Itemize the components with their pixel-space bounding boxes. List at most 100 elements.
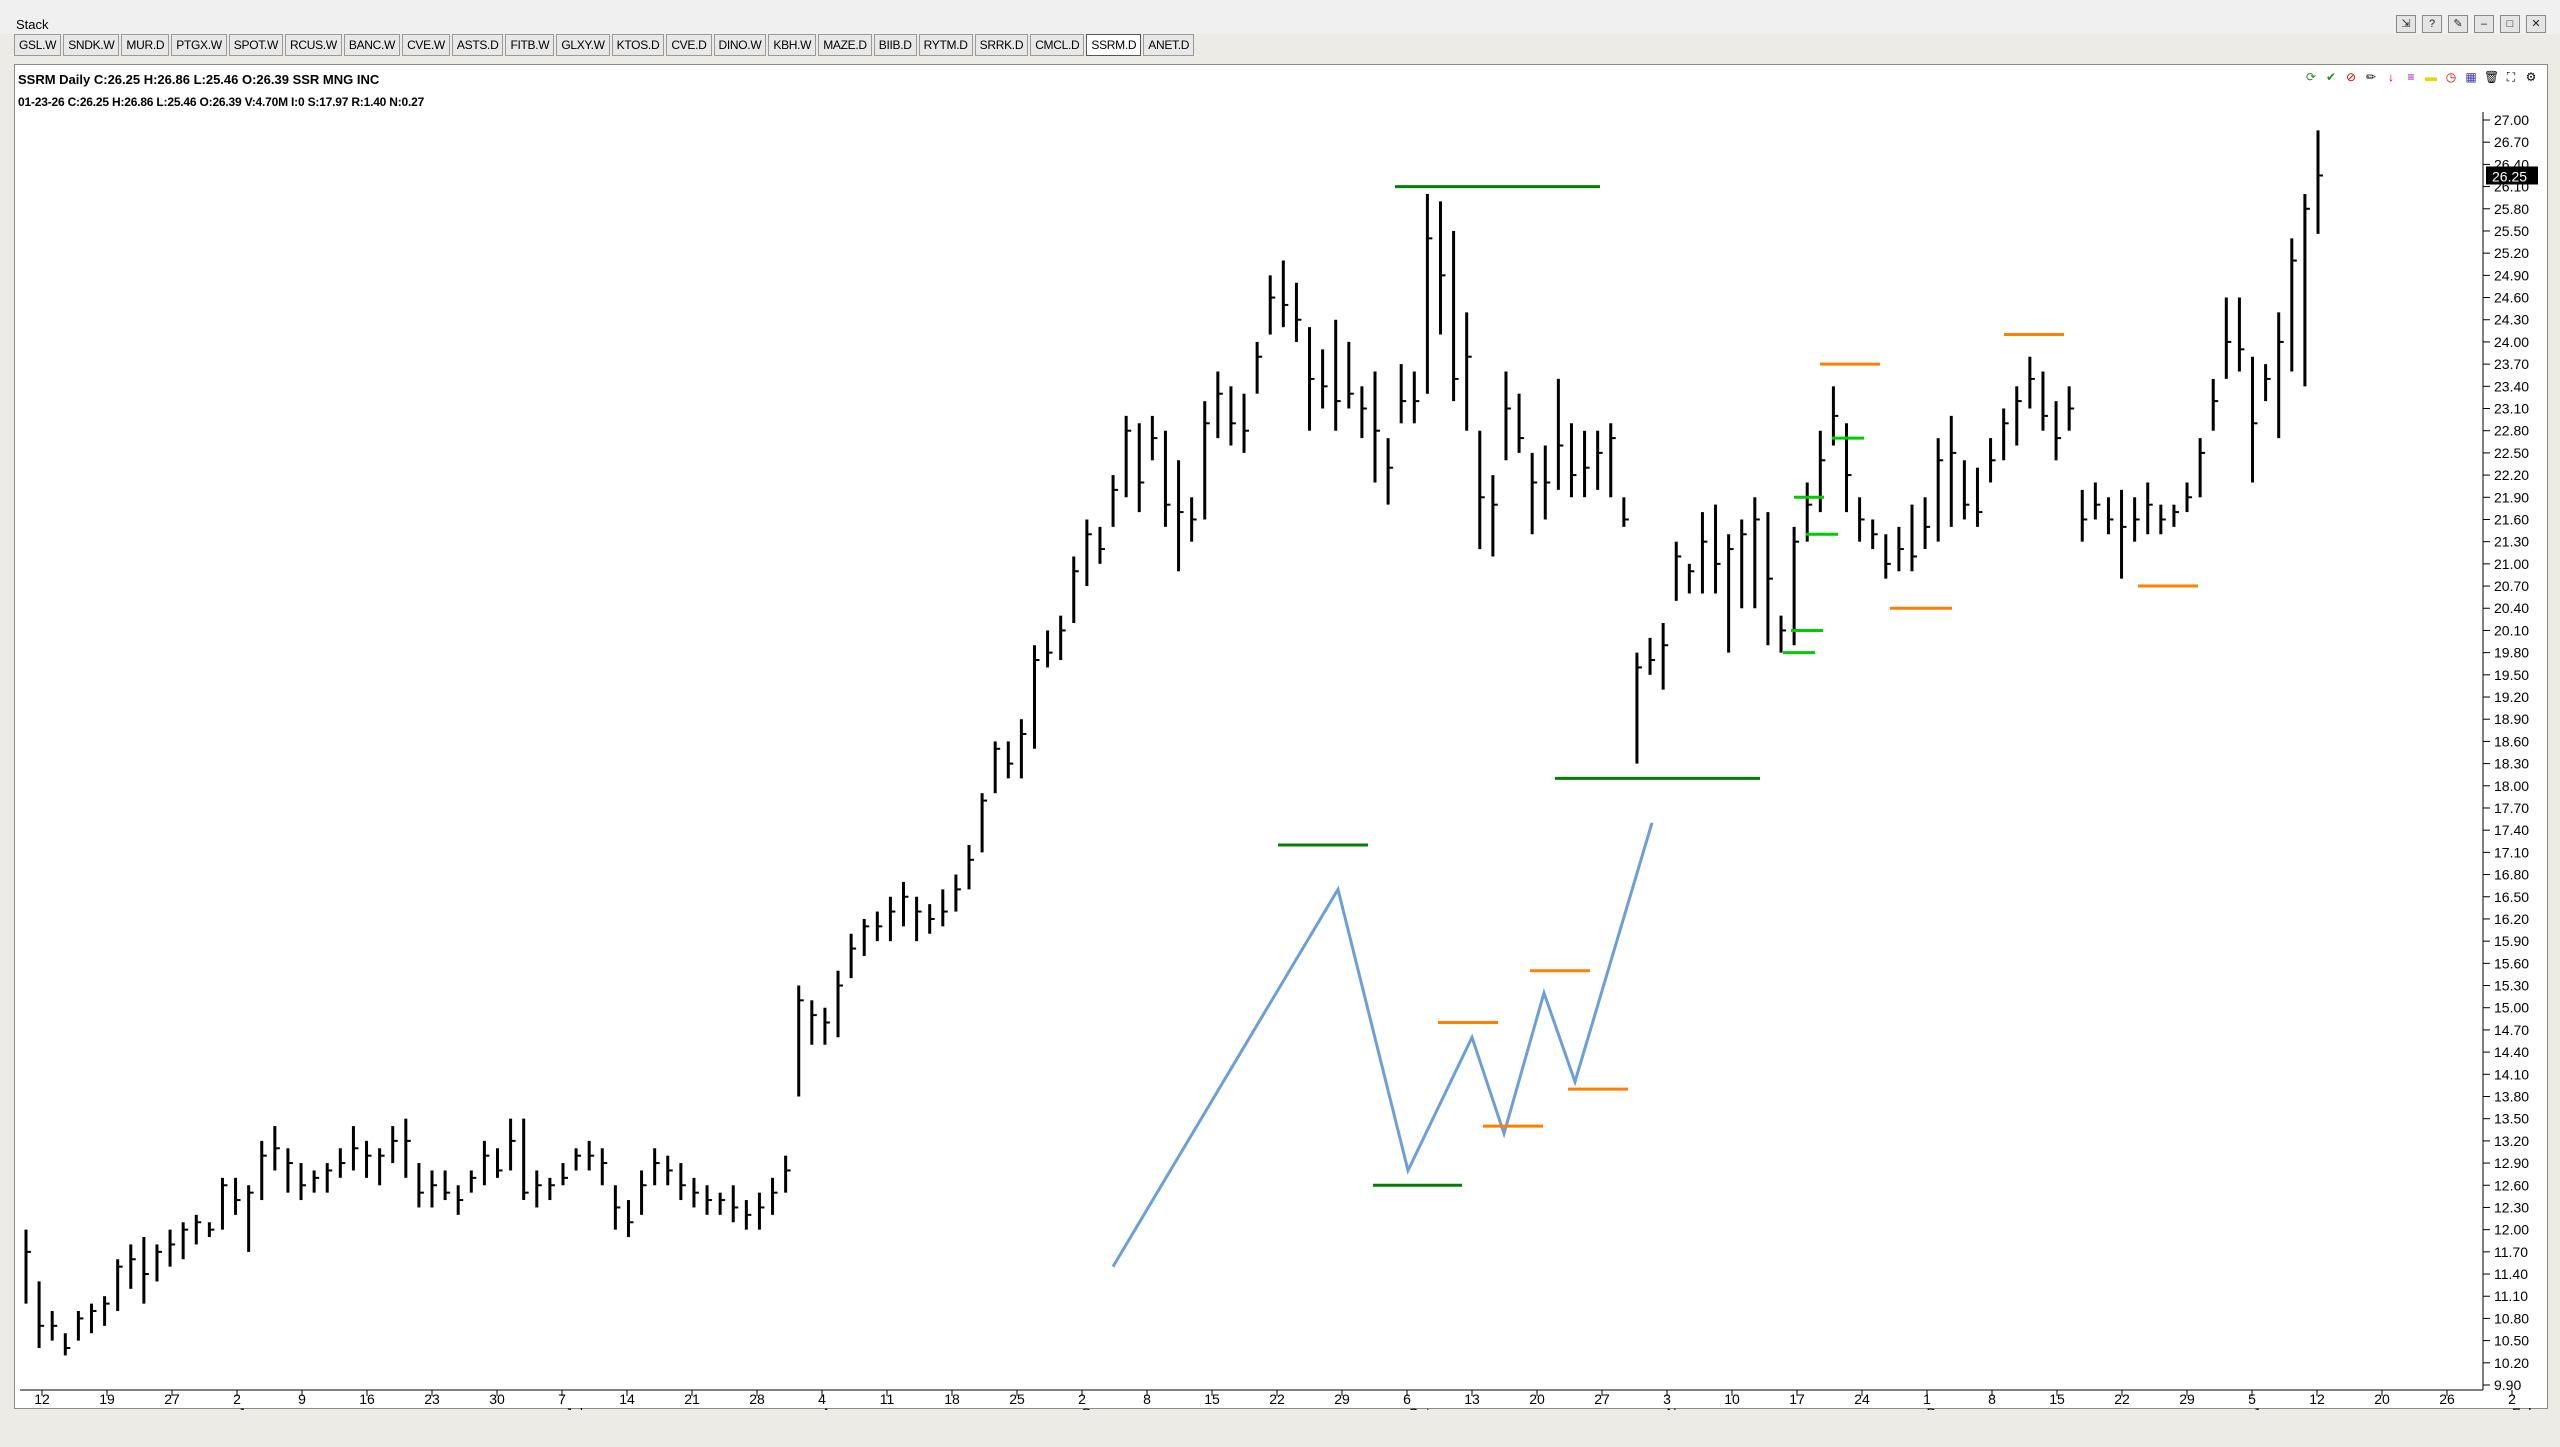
y-tick-label: 13.50 xyxy=(2494,1111,2529,1127)
tab-anet-d[interactable]: ANET.D xyxy=(1143,34,1195,56)
y-tick-label: 15.00 xyxy=(2494,1000,2529,1016)
x-tick-label: 29 xyxy=(1334,1391,1350,1407)
y-tick-label: 18.30 xyxy=(2494,756,2529,772)
x-month-label: Sep xyxy=(1082,1405,1107,1410)
y-tick-label: 12.90 xyxy=(2494,1155,2529,1171)
status-bar xyxy=(0,1410,2560,1447)
tab-rytm-d[interactable]: RYTM.D xyxy=(918,34,973,56)
x-tick-label: 21 xyxy=(684,1391,700,1407)
tab-spot-w[interactable]: SPOT.W xyxy=(228,34,283,56)
x-tick-label: 14 xyxy=(619,1391,635,1407)
tab-cmcl-d[interactable]: CMCL.D xyxy=(1030,34,1085,56)
trash-icon[interactable]: 🗑 xyxy=(2484,70,2500,84)
y-tick-label: 25.20 xyxy=(2494,245,2529,261)
x-tick-label: 2 xyxy=(233,1391,241,1407)
y-tick-label: 14.10 xyxy=(2494,1066,2529,1082)
y-tick-label: 18.00 xyxy=(2494,778,2529,794)
y-tick-label: 11.70 xyxy=(2494,1244,2528,1260)
y-tick-label: 20.40 xyxy=(2494,600,2529,616)
x-tick-label: 27 xyxy=(1594,1391,1610,1407)
y-tick-label: 21.00 xyxy=(2494,556,2529,572)
tab-ssrm-d[interactable]: SSRM.D xyxy=(1086,34,1142,56)
tab-rcus-w[interactable]: RCUS.W xyxy=(284,34,342,56)
tab-ptgx-w[interactable]: PTGX.W xyxy=(171,34,227,56)
x-tick-label: 13 xyxy=(1464,1391,1480,1407)
y-tick-label: 19.20 xyxy=(2494,689,2529,705)
settings-icon[interactable]: ⚙ xyxy=(2525,70,2537,84)
y-tick-label: 10.20 xyxy=(2494,1355,2529,1371)
fibonacci-icon[interactable]: ≡ xyxy=(2407,70,2415,84)
y-tick-label: 13.80 xyxy=(2494,1088,2529,1104)
y-tick-label: 23.70 xyxy=(2494,356,2529,372)
tab-fitb-w[interactable]: FITB.W xyxy=(505,34,555,56)
x-tick-label: 9 xyxy=(298,1391,306,1407)
x-tick-label: 12 xyxy=(34,1391,50,1407)
x-tick-label: 15 xyxy=(1204,1391,1220,1407)
lock-icon[interactable]: ⛶ xyxy=(2506,70,2516,84)
tab-dino-w[interactable]: DINO.W xyxy=(713,34,767,56)
tab-biib-d[interactable]: BIIB.D xyxy=(873,34,917,56)
x-tick-label: 3 xyxy=(1663,1391,1671,1407)
x-month-label: Jan xyxy=(2253,1405,2276,1410)
color-icon[interactable]: ▬ xyxy=(2425,70,2437,84)
tab-asts-d[interactable]: ASTS.D xyxy=(451,34,504,56)
stop-icon[interactable]: ⊘ xyxy=(2345,70,2357,84)
y-tick-label: 23.10 xyxy=(2494,401,2529,417)
tab-banc-w[interactable]: BANC.W xyxy=(343,34,401,56)
y-tick-label: 17.10 xyxy=(2494,844,2529,860)
x-tick-label: 29 xyxy=(2179,1391,2195,1407)
y-tick-label: 21.90 xyxy=(2494,489,2529,505)
x-month-label: Jul xyxy=(565,1405,583,1410)
pin-icon[interactable]: ⇲ xyxy=(2396,15,2416,33)
y-tick-label: 17.40 xyxy=(2494,822,2529,838)
y-tick-label: 27.00 xyxy=(2494,112,2529,128)
y-tick-label: 15.30 xyxy=(2494,978,2529,994)
tab-maze-d[interactable]: MAZE.D xyxy=(818,34,872,56)
x-tick-label: 20 xyxy=(1529,1391,1545,1407)
y-tick-label: 24.90 xyxy=(2494,267,2529,283)
y-tick-label: 12.60 xyxy=(2494,1177,2529,1193)
tab-cve-w[interactable]: CVE.W xyxy=(402,34,450,56)
y-tick-label: 22.50 xyxy=(2494,445,2529,461)
y-tick-label: 14.70 xyxy=(2494,1022,2529,1038)
x-month-label: Dec xyxy=(1927,1405,1952,1410)
check-icon[interactable]: ✔ xyxy=(2325,70,2337,84)
tab-ktos-d[interactable]: KTOS.D xyxy=(611,34,665,56)
settings-icon[interactable]: ✎ xyxy=(2448,15,2468,33)
close-button[interactable]: ✕ xyxy=(2526,15,2546,33)
arrow-down-icon[interactable]: ↓ xyxy=(2388,70,2394,84)
price-chart[interactable]: 9.90 10.20 10.50 10.80 11.10 11.40 11.70 12.00 1… xyxy=(0,0,2560,1410)
x-tick-label: 22 xyxy=(2114,1391,2130,1407)
y-tick-label: 18.90 xyxy=(2494,711,2529,727)
x-month-label: Aug xyxy=(822,1405,847,1410)
x-tick-label: 26 xyxy=(2439,1391,2455,1407)
y-tick-label: 15.60 xyxy=(2494,955,2529,971)
x-tick-label: 10 xyxy=(1724,1391,1740,1407)
pencil-icon[interactable]: ✏ xyxy=(2365,70,2377,84)
clock-icon[interactable]: ◷ xyxy=(2445,70,2457,84)
tab-glxy-w[interactable]: GLXY.W xyxy=(556,34,610,56)
maximize-button[interactable]: □ xyxy=(2500,15,2520,33)
y-tick-label: 17.70 xyxy=(2494,800,2529,816)
x-tick-label: 2 xyxy=(1078,1391,1086,1407)
chart-toolbar: ⟳ ✔ ⊘ ✏ ↓ ≡ ▬ ◷ ▦ 🗑 ⛶ ⚙ xyxy=(2304,70,2538,84)
y-tick-label: 14.40 xyxy=(2494,1044,2529,1060)
last-price-label: 26.25 xyxy=(2492,168,2527,184)
y-tick-label: 16.20 xyxy=(2494,911,2529,927)
x-month-label: Oct xyxy=(1408,1405,1430,1410)
tab-mur-d[interactable]: MUR.D xyxy=(121,34,170,56)
x-month-label: Nov xyxy=(1667,1405,1692,1410)
refresh-icon[interactable]: ⟳ xyxy=(2305,70,2317,84)
y-tick-label: 11.10 xyxy=(2494,1288,2528,1304)
grid-icon[interactable]: ▦ xyxy=(2465,70,2477,84)
tab-srrk-d[interactable]: SRRK.D xyxy=(974,34,1029,56)
tab-cve-d[interactable]: CVE.D xyxy=(666,34,712,56)
help-icon[interactable]: ? xyxy=(2422,15,2442,33)
y-tick-label: 23.40 xyxy=(2494,378,2529,394)
tab-gsl-w[interactable]: GSL.W xyxy=(14,34,62,56)
tab-kbh-w[interactable]: KBH.W xyxy=(768,34,817,56)
y-tick-label: 22.20 xyxy=(2494,467,2529,483)
tab-sndk-w[interactable]: SNDK.W xyxy=(63,34,120,56)
minimize-button[interactable]: – xyxy=(2474,15,2494,33)
